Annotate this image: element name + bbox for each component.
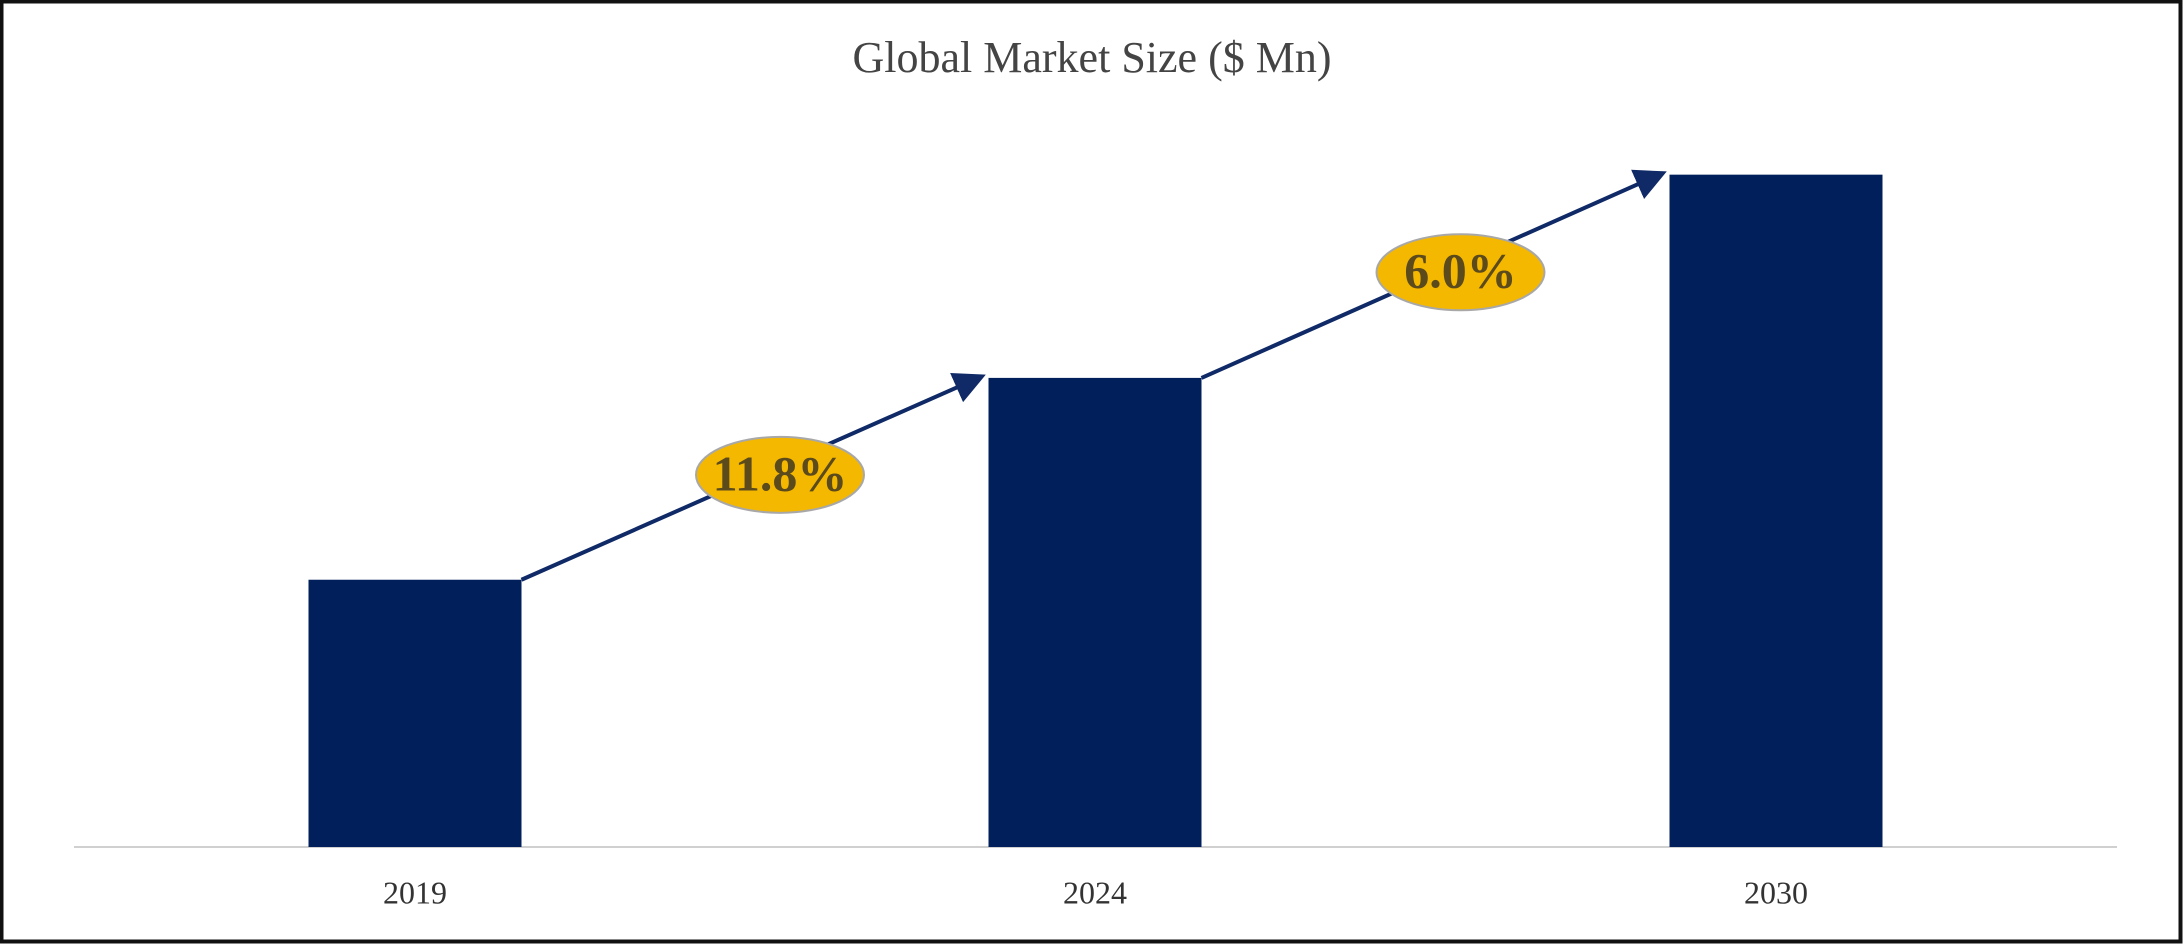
x-tick-label: 2019	[383, 874, 447, 910]
bar	[1669, 174, 1883, 847]
growth-label: 11.8%	[713, 445, 848, 501]
bar	[988, 377, 1202, 847]
x-tick-label: 2024	[1063, 874, 1127, 910]
growth-badge	[1375, 233, 1546, 312]
growth-label: 6.0%	[1404, 243, 1517, 299]
growth-badge	[695, 435, 865, 514]
bar	[308, 579, 522, 847]
x-tick-label: 2030	[1744, 874, 1808, 910]
chart-title: Global Market Size ($ Mn)	[853, 33, 1332, 82]
